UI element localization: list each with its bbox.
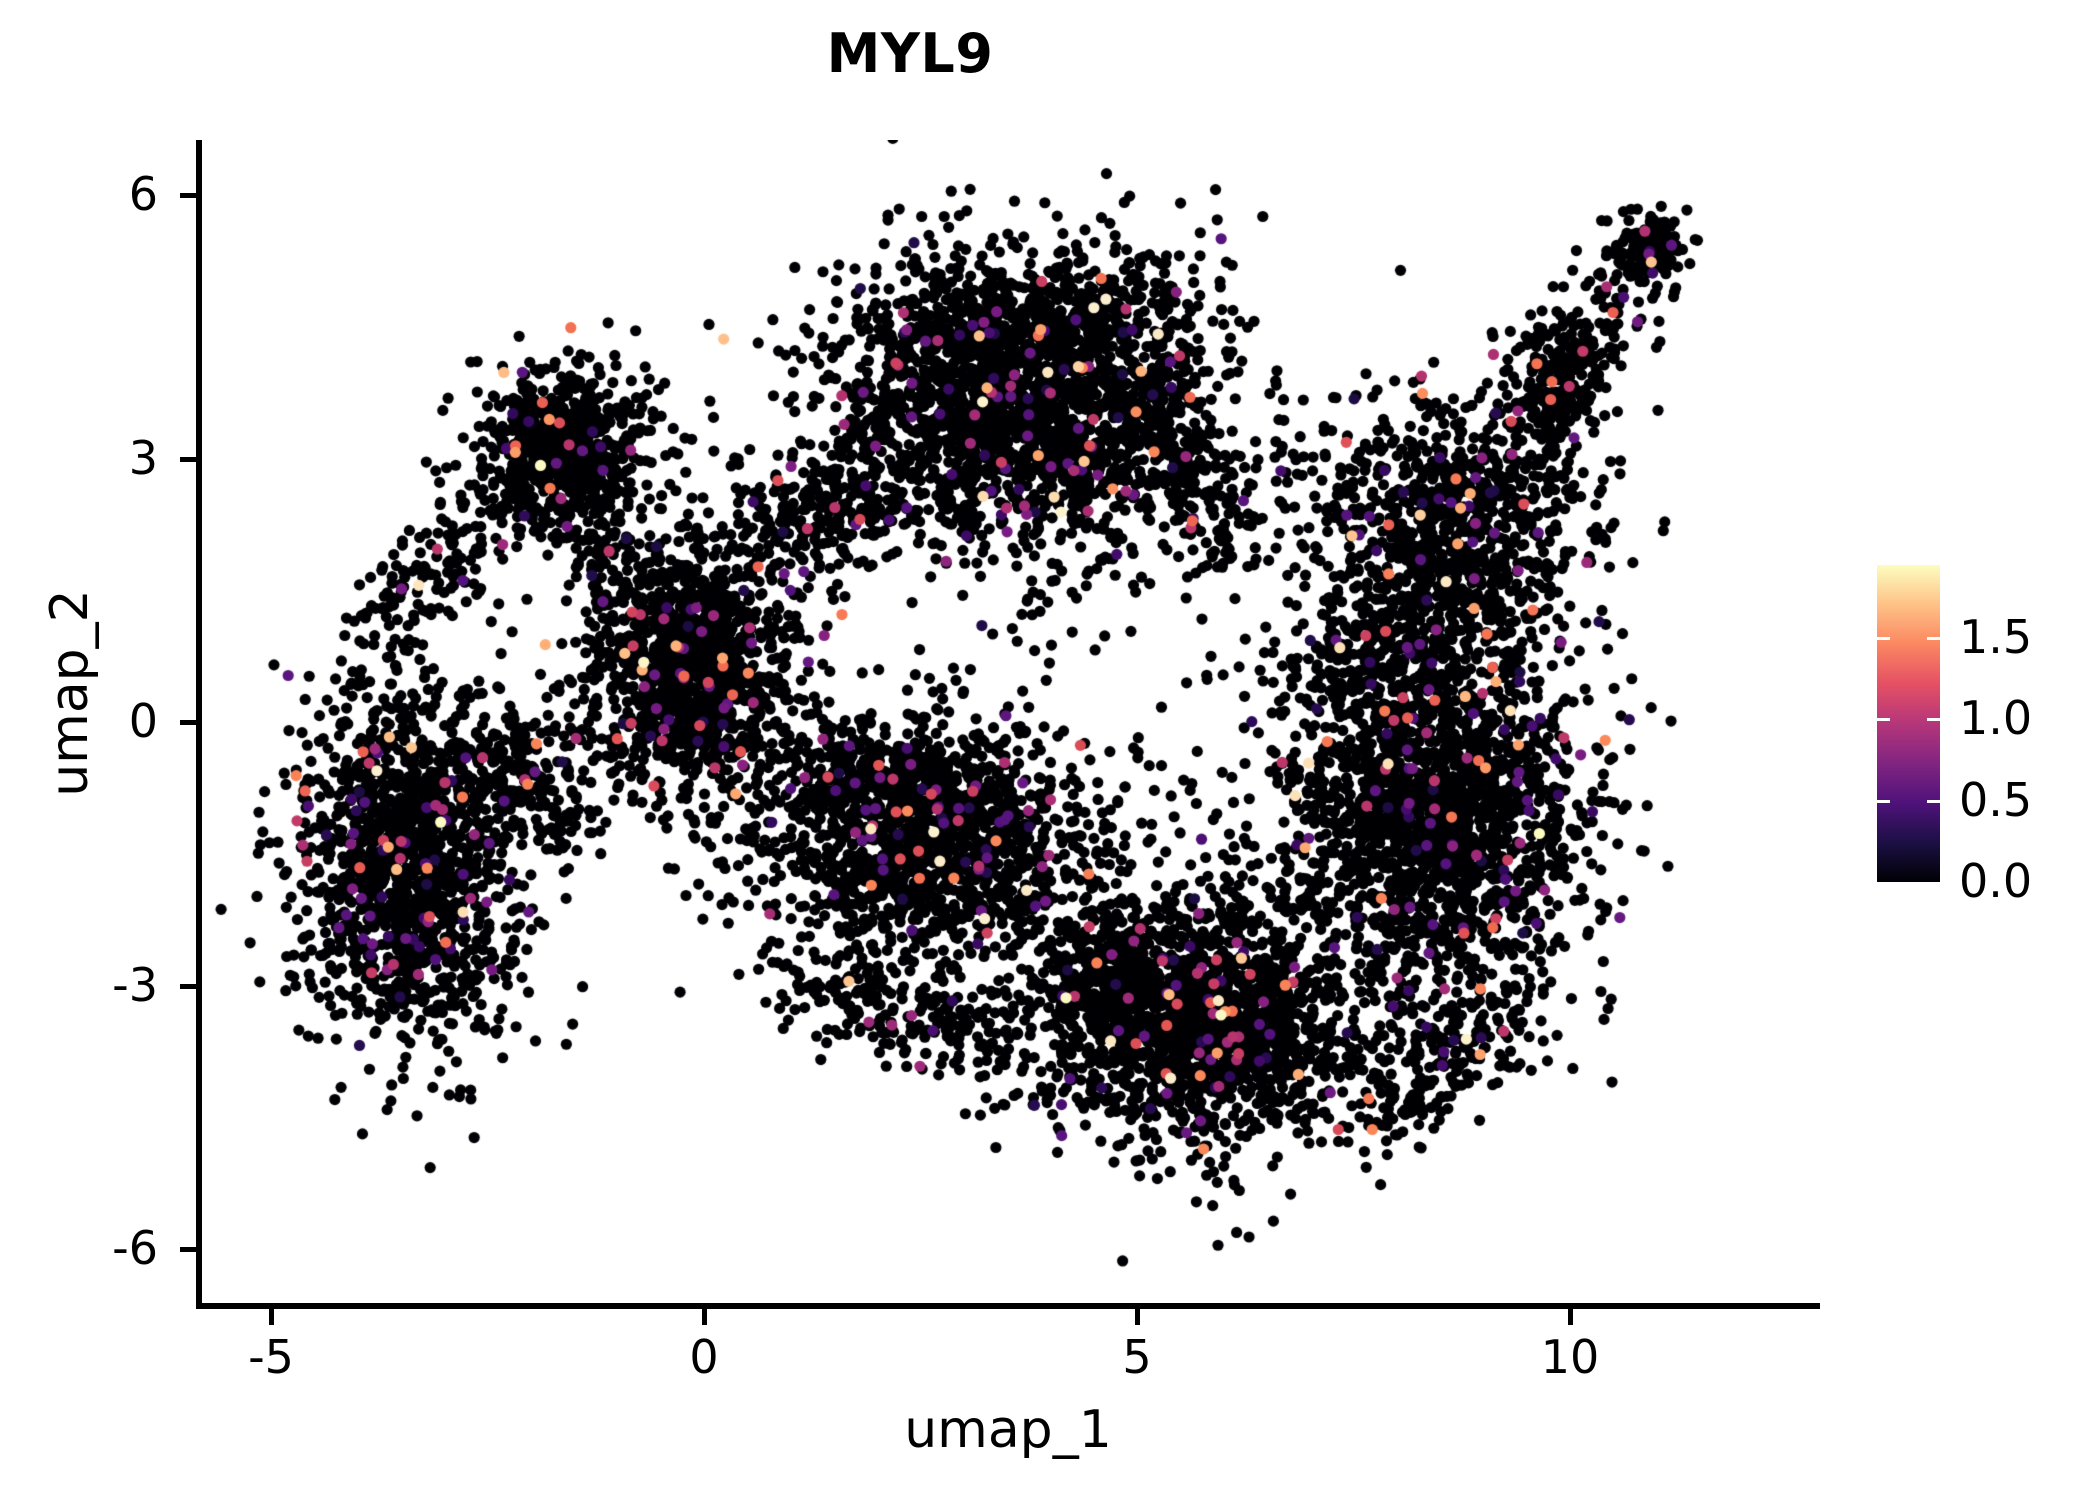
page-title: MYL9 — [826, 22, 994, 85]
y-tick-label: -6 — [112, 1221, 158, 1275]
colorbar-tick-label: 1.5 — [1959, 610, 2033, 665]
y-tick-mark — [180, 983, 196, 989]
colorbar-tick-label: 1.0 — [1959, 691, 2033, 746]
colorbar-tick-mark — [1927, 718, 1940, 722]
colorbar-tick-label: 0.0 — [1959, 854, 2033, 908]
colorbar-tick-label: 0.5 — [1959, 772, 2033, 827]
scatter-plot-area — [196, 140, 1820, 1306]
y-tick-mark — [180, 720, 196, 725]
umap-scatter-points — [196, 140, 1820, 1306]
colorbar-tick-mark — [1927, 637, 1940, 641]
x-axis-spine — [196, 1303, 1820, 1309]
y-tick-mark — [180, 456, 196, 462]
x-tick-mark — [1135, 1309, 1140, 1325]
x-tick-mark — [1568, 1309, 1573, 1325]
colorbar: 1.5 1.0 0.5 0.0 — [1877, 565, 2097, 904]
x-tick-label: 10 — [1540, 1330, 1600, 1384]
x-tick-mark — [702, 1309, 707, 1325]
y-axis-spine — [196, 140, 202, 1309]
y-tick-mark — [180, 1247, 196, 1252]
colorbar-tick-mark — [1927, 799, 1940, 803]
y-axis-label: umap_2 — [40, 589, 100, 797]
colorbar-tick-mark — [1877, 637, 1890, 641]
colorbar-tick-mark — [1877, 718, 1890, 722]
y-tick-label: -3 — [112, 957, 158, 1012]
y-tick-label: 3 — [128, 430, 158, 485]
colorbar-tick-mark — [1877, 799, 1890, 803]
y-tick-mark — [180, 193, 196, 198]
colorbar-gradient — [1877, 565, 1940, 882]
x-axis-label: umap_1 — [904, 1400, 1112, 1460]
x-tick-label: -5 — [248, 1330, 294, 1384]
x-tick-label: 5 — [1122, 1330, 1152, 1384]
x-tick-mark — [269, 1309, 274, 1325]
y-tick-label: 6 — [128, 167, 158, 221]
y-tick-label: 0 — [128, 694, 158, 748]
x-tick-label: 0 — [689, 1330, 719, 1384]
